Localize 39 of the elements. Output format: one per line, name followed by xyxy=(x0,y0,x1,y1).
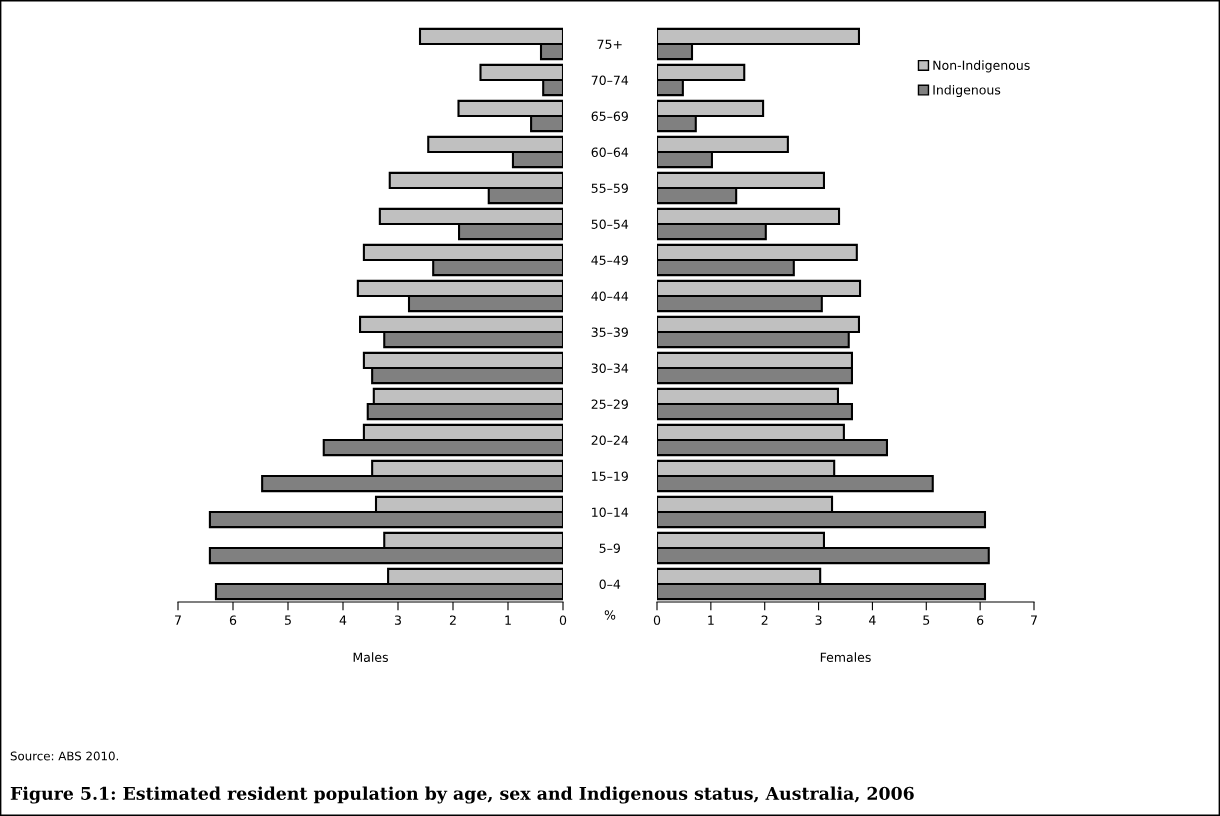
x-tick-label: 3 xyxy=(394,615,401,625)
x-tick-label: 3 xyxy=(815,615,822,625)
x-axis-title: Females xyxy=(820,652,871,662)
text: % xyxy=(604,610,616,620)
y-tick-label: 30–34 xyxy=(591,363,629,373)
y-tick-label: 75+ xyxy=(597,39,622,49)
x-tick-label: 7 xyxy=(175,615,181,625)
x-tick-label: 0 xyxy=(559,615,567,625)
y-tick-label: 40–44 xyxy=(591,291,629,301)
x-tick-label: 5 xyxy=(923,615,930,625)
text: Figure 5.1: Estimated resident population by age, sex and Indigenous status, Australia, 2006 xyxy=(10,786,914,804)
y-tick-label: 55–59 xyxy=(591,183,628,193)
y-tick-label: 65–69 xyxy=(591,111,628,121)
x-tick-label: 4 xyxy=(339,615,347,625)
legend-label: Indigenous xyxy=(933,84,1001,97)
source-note: Source: ABS 2010. xyxy=(10,751,119,761)
y-tick-label: 50–54 xyxy=(591,219,629,229)
x-tick-label: 6 xyxy=(977,615,984,625)
y-tick-label: 70–74 xyxy=(591,75,629,85)
x-tick-label: 1 xyxy=(708,615,714,625)
y-tick-label: 20–24 xyxy=(591,435,629,445)
x-tick-label: 2 xyxy=(449,615,456,625)
y-tick-label: 0–4 xyxy=(599,579,621,589)
x-tick-label: 0 xyxy=(653,615,661,625)
x-tick-label: 4 xyxy=(869,615,876,625)
x-tick-label: 2 xyxy=(761,615,768,625)
x-tick-label: 5 xyxy=(284,615,291,625)
legend-label: Non-Indigenous xyxy=(933,60,1030,73)
x-tick-label: 7 xyxy=(1031,615,1037,625)
y-tick-label: 5–9 xyxy=(599,543,620,553)
y-tick-label: 45–49 xyxy=(591,255,628,265)
y-tick-label: 60–64 xyxy=(591,147,629,157)
y-tick-label: 15–19 xyxy=(592,471,628,481)
x-tick-label: 6 xyxy=(229,615,237,625)
y-tick-label: 35–39 xyxy=(591,327,628,337)
y-tick-label: 25–29 xyxy=(591,399,628,409)
x-tick-label: 1 xyxy=(505,615,511,625)
x-axis-title: Males xyxy=(353,652,388,662)
y-tick-label: 10–14 xyxy=(592,507,629,517)
